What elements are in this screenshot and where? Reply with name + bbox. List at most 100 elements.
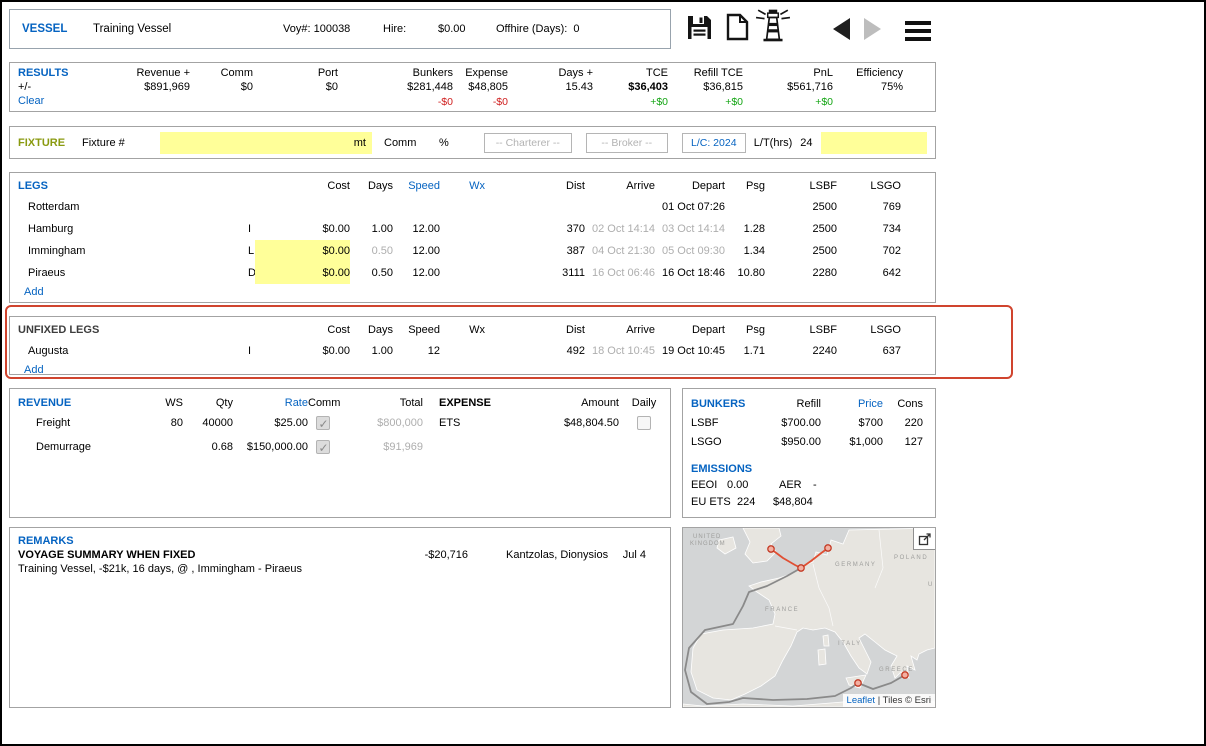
results-col-port: Port $0 [253,67,338,107]
col-price-header[interactable]: Price [857,398,883,410]
leg-days: 0.50 [371,245,393,257]
fixture-extra-input[interactable] [821,131,927,154]
col-arrive-header: Arrive [626,180,655,192]
legs-add-link[interactable]: Add [24,286,44,298]
col-wx-header: Wx [469,324,485,336]
expense-amount: $48,804.50 [563,417,619,429]
col-sub [190,96,253,109]
expense-daily-cell [619,411,669,435]
revenue-rate: $150,000.00 [246,441,308,453]
bunker-row-label: LSBF [691,417,719,429]
bunkers-title: BUNKERS [691,398,746,410]
leg-port: Augusta [28,345,69,357]
voyage-summary-text: Training Vessel, -$21k, 16 days, @ , Imm… [18,563,303,575]
col-depart-header: Depart [691,180,725,192]
map-label-uk-2: KINGDOM [690,541,726,547]
col-dist-header: Dist [566,180,585,192]
legs-title: LEGS [18,180,48,192]
tiles-credit: | Tiles © Esri [875,695,931,706]
results-col-revenue: Revenue + $891,969 [118,67,190,107]
col-value: 15.43 [565,81,593,93]
results-col-refill-tce: Refill TCE $36,815 +$0 [668,67,743,108]
col-psg-header: Psg [746,180,765,192]
eeoi-label: EEOI [691,479,718,491]
leaflet-link[interactable]: Leaflet [846,695,876,706]
results-col-tce: TCE $36,403 +$0 [593,67,668,108]
col-sub: -$0 [492,96,508,108]
nav-back-icon[interactable] [833,18,850,40]
map-label-poland: POLAND [894,555,928,561]
fixture-qty-input[interactable]: mt [160,131,372,154]
col-amount-header: Amount [581,397,619,409]
col-value: $561,716 [787,81,833,93]
charterer-select[interactable]: -- Charterer -- [483,132,572,153]
legs-table: LEGS Cost Days Speed Wx Dist Arrive Depa… [18,177,927,284]
leg-type: I [248,223,252,235]
col-ws-header: WS [165,397,183,409]
col-speed-header[interactable]: Speed [408,180,440,192]
leg-cost-editable[interactable]: $0.00 [255,262,350,284]
expense-title: EXPENSE [439,397,491,409]
leg-lsbf: 2280 [812,267,837,279]
col-value: $36,403 [628,81,668,93]
col-sub [833,96,903,109]
menu-icon[interactable] [905,17,931,45]
results-col-bunkers: Bunkers $281,448 -$0 [338,67,453,108]
leg-lsbf: 2500 [812,201,837,213]
bunkers-panel: BUNKERS Refill Price Cons LSBF $700.00 $… [682,388,936,518]
leg-depart: 03 Oct 14:14 [662,223,725,235]
leg-lsbf: 2500 [812,223,837,235]
bunker-cons: 220 [904,417,923,429]
col-label: Expense [465,67,508,79]
map-expand-icon[interactable] [913,528,935,550]
route-map[interactable]: UNITED KINGDOM GERMANY POLAND FRANCE ITA… [682,527,936,708]
col-label: Port [317,67,338,79]
col-label: PnL [813,67,833,79]
save-icon[interactable] [686,14,713,44]
lighthouse-icon[interactable] [755,8,791,45]
leg-psg [725,196,765,218]
leg-days: 0.50 [371,267,393,279]
copy-document-icon[interactable] [726,13,749,44]
revenue-qty: 0.68 [211,441,233,453]
col-sub [508,96,593,109]
leg-lsgo: 642 [882,267,901,279]
leg-arrive: 18 Oct 10:45 [592,345,655,357]
col-lsgo-header: LSGO [870,180,901,192]
leg-depart: 05 Oct 09:30 [662,245,725,257]
laycan-select[interactable]: L/C: 2024 [681,132,746,153]
col-rate-header[interactable]: Rate [284,397,308,409]
broker-select[interactable]: -- Broker -- [585,132,668,153]
col-label: Revenue + [136,67,190,79]
leg-port: Piraeus [28,267,66,279]
results-clear-link[interactable]: Clear [18,95,45,107]
leg-psg: 10.80 [737,267,765,279]
results-col-pnl: PnL $561,716 +$0 [743,67,833,108]
leg-speed: 12.00 [412,267,440,279]
freight-comm-checkbox[interactable] [316,416,330,431]
col-lsbf-header: LSBF [809,180,837,192]
voy-value: 100038 [313,23,351,35]
offhire-label: Offhire (Days): [496,23,568,35]
voy-label: Voy#: [283,23,311,35]
voyage-number: Voy#: 100038 [283,23,383,35]
unfixed-legs-title: UNFIXED LEGS [18,324,100,336]
col-wx-header[interactable]: Wx [469,180,485,192]
nav-forward-icon[interactable] [864,18,881,40]
revenue-total: $91,969 [383,441,423,453]
euets-label: EU ETS [691,496,731,508]
unfixed-legs-add-link[interactable]: Add [24,364,44,376]
expense-table: EXPENSE Amount Daily ETS $48,804.50 [439,395,669,435]
bunker-refill: $700.00 [781,417,821,429]
aer-label: AER [779,479,802,491]
legs-panel: LEGS Cost Days Speed Wx Dist Arrive Depa… [9,172,936,303]
col-lsgo-header: LSGO [870,324,901,336]
leg-cost-editable[interactable]: $0.00 [255,240,350,262]
ets-daily-checkbox[interactable] [637,416,651,431]
demurrage-comm-checkbox[interactable] [316,440,330,455]
map-canvas[interactable]: UNITED KINGDOM GERMANY POLAND FRANCE ITA… [683,528,935,707]
col-label: TCE [646,67,668,79]
col-lsbf-header: LSBF [809,324,837,336]
results-title: RESULTS [18,67,69,79]
